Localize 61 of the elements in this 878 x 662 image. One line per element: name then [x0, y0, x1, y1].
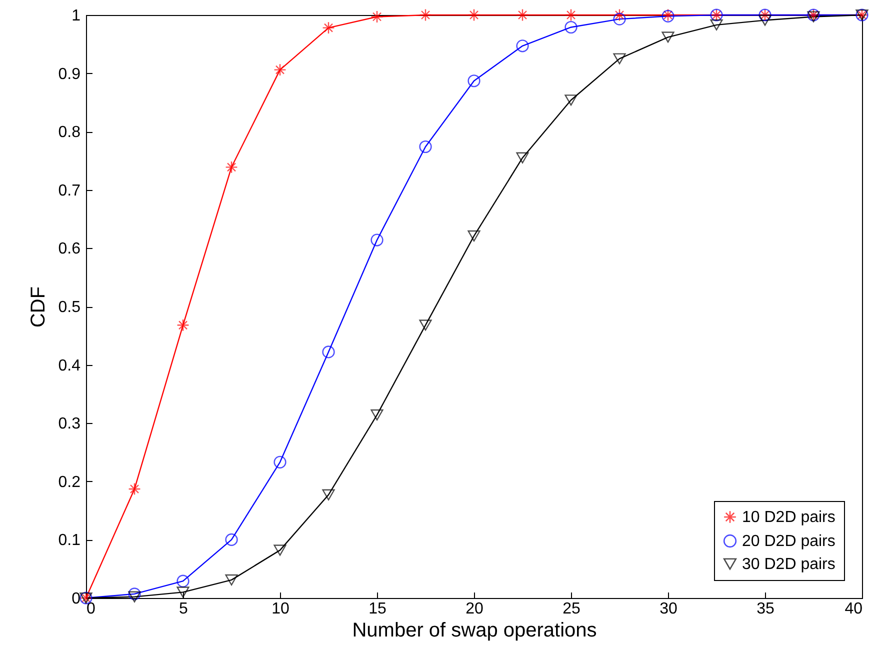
point: [370, 234, 384, 246]
point: [564, 20, 578, 34]
point: [710, 19, 723, 30]
point: [564, 94, 578, 106]
x-tick-label: 40: [844, 600, 863, 618]
point: [468, 74, 480, 88]
y-tick-label: 1: [72, 8, 81, 24]
legend-label: 20 D2D pairs: [742, 533, 836, 550]
point: [807, 11, 820, 22]
point: [322, 22, 335, 34]
point: [370, 409, 384, 420]
point: [225, 160, 238, 174]
point: [128, 482, 141, 496]
point: [419, 320, 432, 331]
point: [322, 346, 335, 358]
y-tick-label: 0.1: [58, 532, 81, 550]
y-tick-label: 0.9: [58, 66, 81, 83]
x-tick-label: 10: [272, 600, 290, 618]
point: [274, 63, 286, 76]
point: [274, 456, 286, 468]
legend-label: 30 D2D pairs: [742, 556, 836, 573]
point: [419, 140, 432, 154]
y-tick-label: 0.5: [58, 299, 81, 316]
x-tick-label: 35: [756, 600, 774, 618]
point: [176, 586, 190, 598]
x-tick-label: 25: [562, 600, 580, 618]
y-tick-label: 0.4: [58, 357, 81, 374]
point: [419, 8, 432, 22]
x-tick-label: 0: [86, 600, 96, 618]
point: [176, 318, 190, 332]
point: [758, 14, 772, 26]
point: [613, 12, 626, 26]
point: [564, 8, 578, 22]
point: [128, 591, 141, 602]
point: [225, 533, 238, 546]
point: [468, 8, 480, 22]
point: [322, 489, 335, 500]
x-axis-title: Number of swap operations: [352, 620, 597, 642]
y-tick-label: 0.6: [58, 240, 81, 258]
point: [613, 53, 626, 64]
x-tick-label: 15: [368, 600, 386, 618]
point: [128, 588, 141, 600]
point: [176, 574, 190, 588]
point: [613, 8, 626, 22]
point: [225, 574, 238, 586]
y-tick-label: 0.7: [58, 182, 81, 200]
legend-label: 10 D2D pairs: [742, 509, 836, 526]
point: [516, 8, 529, 22]
y-tick-label: 0.3: [58, 416, 81, 433]
y-tick-label: 0.8: [58, 124, 81, 142]
y-tick-label: 0.2: [58, 474, 81, 491]
x-tick-label: 30: [660, 600, 678, 618]
y-axis-title: CDF: [27, 286, 50, 328]
point: [662, 32, 674, 43]
x-tick-label: 5: [179, 600, 188, 618]
point: [370, 10, 384, 24]
point: [468, 230, 480, 242]
point: [274, 544, 286, 556]
point: [516, 152, 529, 164]
x-tick-label: 20: [466, 600, 484, 618]
point: [516, 40, 529, 52]
